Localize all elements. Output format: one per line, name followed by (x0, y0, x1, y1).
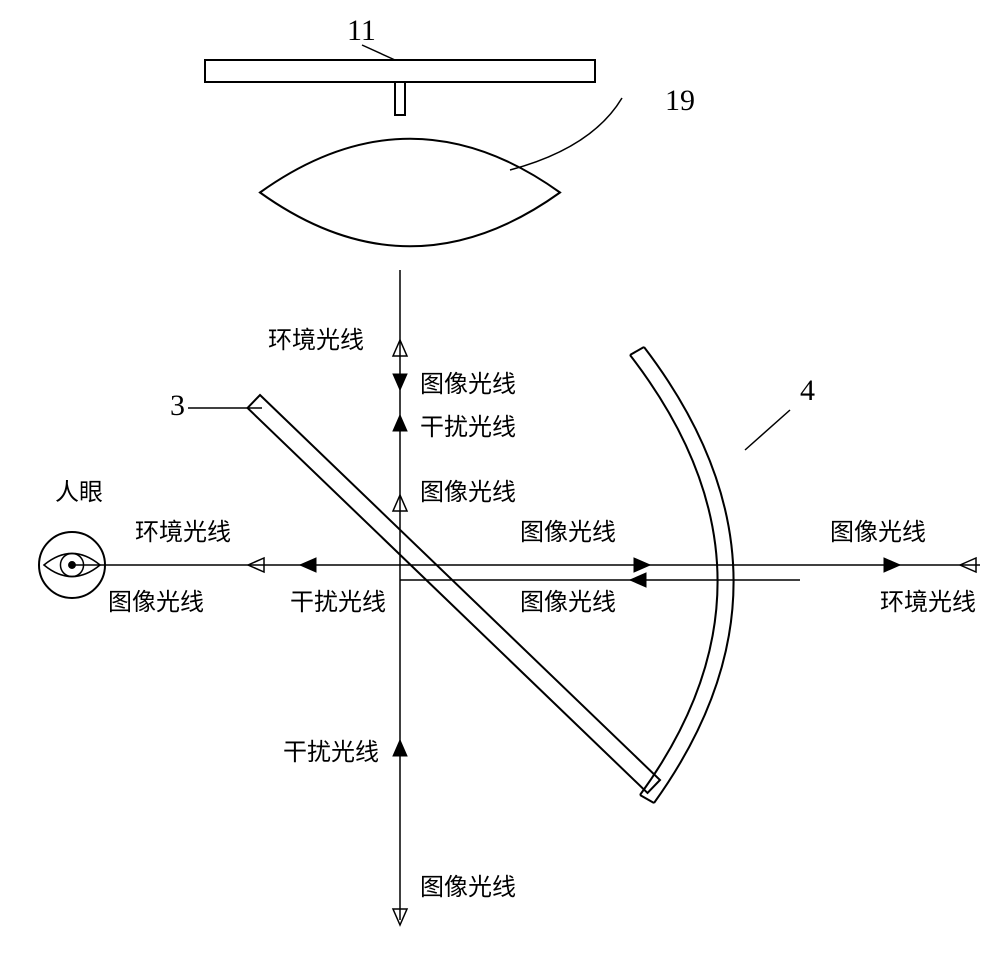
ray-label-img5: 图像光线 (520, 589, 616, 616)
eye-label: 人眼 (55, 480, 103, 506)
ray-label-img7: 图像光线 (420, 874, 516, 901)
ray-label-int2: 干扰光线 (290, 589, 386, 616)
ref-4: 4 (800, 374, 815, 407)
arrow-filled (630, 573, 646, 587)
ray-label-int1: 干扰光线 (420, 414, 516, 441)
ray-label-env1: 环境光线 (268, 327, 364, 354)
arrow-filled (393, 740, 407, 756)
curved-mirror-outer (644, 347, 734, 803)
ray-label-int3: 干扰光线 (283, 739, 379, 766)
top-bar (205, 60, 595, 82)
ray-label-img6: 图像光线 (830, 519, 926, 546)
ray-label-img3: 图像光线 (108, 589, 204, 616)
ref-11: 11 (347, 14, 376, 47)
ray-label-env2: 环境光线 (135, 519, 231, 546)
ray-label-env3: 环境光线 (880, 589, 976, 616)
arrow-filled (300, 558, 316, 572)
arrow-filled (634, 558, 650, 572)
optical-diagram: 111934人眼环境光线图像光线干扰光线图像光线环境光线图像光线干扰光线图像光线… (0, 0, 1000, 970)
ref-3: 3 (170, 389, 185, 422)
arrow-filled (884, 558, 900, 572)
stem (395, 82, 405, 115)
arrow-filled (393, 415, 407, 431)
ray-label-img4: 图像光线 (520, 519, 616, 546)
ref-19: 19 (665, 84, 695, 117)
ray-label-img1: 图像光线 (420, 371, 516, 398)
ray-label-img2: 图像光线 (420, 479, 516, 506)
eye-pupil (68, 561, 76, 569)
arrow-filled (393, 374, 407, 390)
lens-shape (260, 139, 560, 247)
